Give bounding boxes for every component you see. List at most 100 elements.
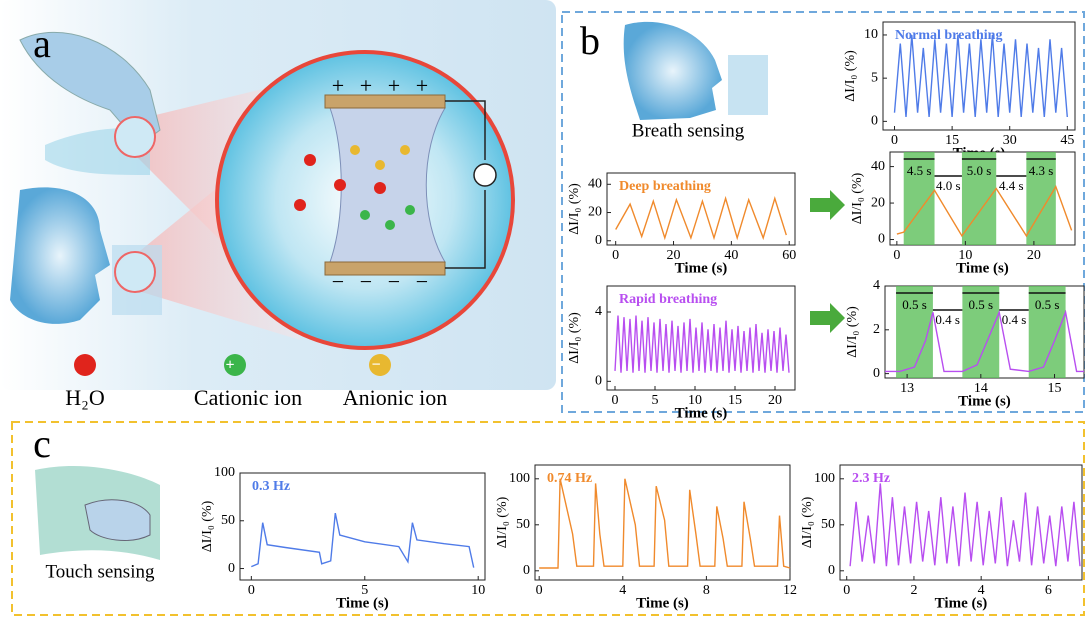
y-tick-label: 0 xyxy=(878,232,885,247)
y-axis-label: ΔI/I₀ (%) xyxy=(200,500,215,552)
panel-c-frame xyxy=(11,421,1085,616)
data-line xyxy=(896,184,1073,238)
cation-sign: + xyxy=(225,357,234,374)
electrode-sign: + xyxy=(416,73,428,98)
y-tick-label: 0 xyxy=(828,563,835,578)
y-axis-label: ΔI/I₀ (%) xyxy=(495,496,510,548)
x-axis-label: Time (s) xyxy=(636,595,689,611)
x-tick-label: 5 xyxy=(361,583,368,598)
panel-label: c xyxy=(33,421,51,466)
cation-icon xyxy=(224,354,246,376)
gap-label: 4.0 s xyxy=(936,178,961,193)
x-tick-label: 4 xyxy=(619,583,626,598)
x-axis-label: Time (s) xyxy=(336,595,389,611)
hand xyxy=(19,31,161,146)
y-tick-label: 4 xyxy=(595,304,602,319)
caption: Breath sensing xyxy=(632,120,745,141)
x-tick-label: 15 xyxy=(1048,381,1062,396)
data-line xyxy=(614,315,790,373)
y-tick-label: 2 xyxy=(873,322,880,337)
data-line xyxy=(615,195,787,241)
y-tick-label: 100 xyxy=(814,471,835,486)
shaded-region xyxy=(961,152,997,245)
electrode-sign: − xyxy=(416,269,428,294)
y-tick-label: 100 xyxy=(214,465,235,480)
ions xyxy=(294,145,415,230)
plot-frame xyxy=(239,472,486,581)
gap-label: 4.4 s xyxy=(999,178,1024,193)
h2o-icon xyxy=(74,354,96,376)
x-tick-label: 14 xyxy=(974,381,988,396)
y-axis-label: ΔI/I₀ (%) xyxy=(845,306,860,358)
arrow xyxy=(810,190,845,220)
y-tick-label: 20 xyxy=(588,205,602,220)
panel-b-frame xyxy=(561,11,1085,413)
x-tick-label: 0 xyxy=(536,583,543,598)
y-tick-label: 50 xyxy=(821,517,835,532)
zoom-spot xyxy=(114,251,156,293)
y-tick-label: 5 xyxy=(871,70,878,85)
chart-title: 0.3 Hz xyxy=(252,479,290,494)
y-tick-label: 0 xyxy=(228,561,235,576)
x-tick-label: 15 xyxy=(728,393,742,408)
y-axis-label: ΔI/I₀ (%) xyxy=(567,183,582,235)
y-tick-label: 0 xyxy=(595,233,602,248)
electrode-sign: + xyxy=(332,73,344,98)
electrode-sign: − xyxy=(332,269,344,294)
region-label: 0.5 s xyxy=(902,297,927,312)
x-tick-label: 10 xyxy=(958,248,972,263)
data-line xyxy=(849,483,1081,567)
x-tick-label: 15 xyxy=(945,133,959,148)
data-line xyxy=(893,34,1068,118)
shaded-region xyxy=(896,286,933,378)
caption: Touch sensing xyxy=(46,561,155,582)
panel-label: a xyxy=(33,21,51,66)
y-tick-label: 40 xyxy=(588,177,602,192)
zoom-spot xyxy=(114,116,156,158)
y-axis-label: ΔI/I₀ (%) xyxy=(800,496,815,548)
x-tick-label: 6 xyxy=(1045,583,1052,598)
y-tick-label: 0 xyxy=(595,374,602,389)
ammeter xyxy=(473,163,497,187)
x-tick-label: 20 xyxy=(1027,248,1041,263)
region-label: 4.5 s xyxy=(907,163,932,178)
x-tick-label: 8 xyxy=(703,583,710,598)
panel-label: b xyxy=(580,18,600,63)
x-tick-label: 2 xyxy=(910,583,917,598)
chart-title: Normal breathing xyxy=(895,28,1002,43)
x-tick-label: 0 xyxy=(612,393,619,408)
electrode-sign: + xyxy=(388,73,400,98)
data-line xyxy=(251,512,475,568)
chart-title: 2.3 Hz xyxy=(852,471,890,486)
x-axis-label: Time (s) xyxy=(956,260,1009,276)
chart-title: 0.74 Hz xyxy=(547,471,592,486)
arrow xyxy=(810,303,845,333)
x-tick-label: 20 xyxy=(667,248,681,263)
y-tick-label: 0 xyxy=(873,366,880,381)
y-axis-label: ΔI/I₀ (%) xyxy=(567,312,582,364)
x-axis-label: Time (s) xyxy=(675,405,728,421)
chart-title: Deep breathing xyxy=(619,179,711,194)
shaded-region xyxy=(903,152,935,245)
shaded-region xyxy=(1026,152,1056,245)
gap-label: 0.4 s xyxy=(935,312,960,327)
data-line xyxy=(539,478,791,569)
legend-label: Cationic ion xyxy=(194,385,302,410)
breath-face xyxy=(623,21,722,120)
electrode-sign: − xyxy=(360,269,372,294)
y-tick-label: 50 xyxy=(221,513,235,528)
legend-label: Anionic ion xyxy=(343,385,448,410)
y-tick-label: 100 xyxy=(509,471,530,486)
y-axis-label: ΔI/I₀ (%) xyxy=(843,50,858,102)
electrode-sign: + xyxy=(360,73,372,98)
x-axis-label: Time (s) xyxy=(958,393,1011,409)
x-tick-label: 0 xyxy=(248,583,255,598)
region-label: 4.3 s xyxy=(1029,163,1054,178)
y-axis-label: ΔI/I₀ (%) xyxy=(850,172,865,224)
x-tick-label: 40 xyxy=(724,248,738,263)
shaded-region xyxy=(1028,286,1066,378)
anion-sign: − xyxy=(371,357,380,374)
x-tick-label: 0 xyxy=(843,583,850,598)
shaded-region xyxy=(962,286,1000,378)
